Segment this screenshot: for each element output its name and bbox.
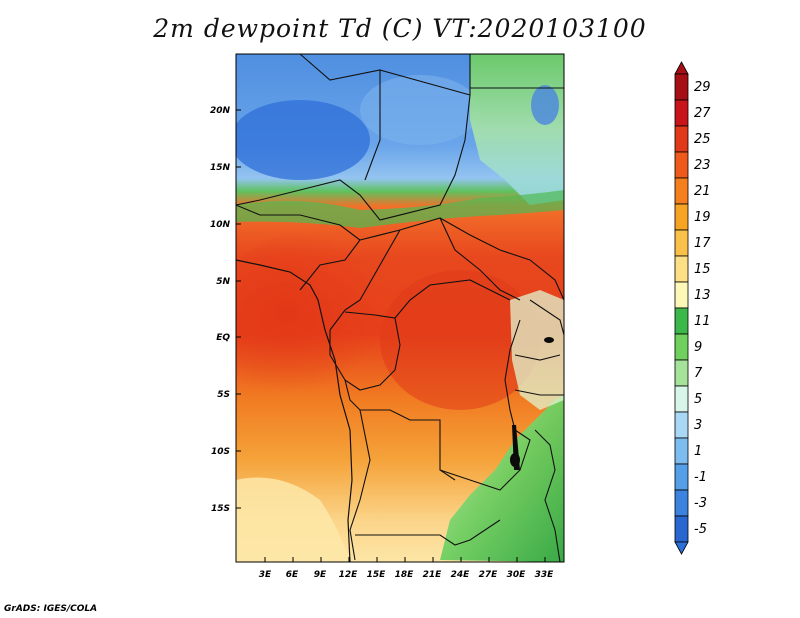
colorbar-label: 9 [694,340,702,355]
lat-label: 5N [216,277,230,287]
colorbar [674,61,689,555]
country-borders [235,53,565,563]
colorbar-label: 13 [694,288,711,303]
colorbar-swatch [674,307,689,335]
colorbar-label: -3 [694,496,707,511]
lat-label: 15S [211,504,230,514]
colorbar-label: 21 [694,184,711,199]
colorbar-label: 23 [694,158,711,173]
colorbar-swatch [674,281,689,309]
colorbar-arrow-top [674,61,689,75]
colorbar-labels: 29 27 25 23 21 19 17 15 13 11 9 7 5 3 1 … [694,80,711,537]
colorbar-swatch [674,463,689,491]
colorbar-label: 25 [694,132,711,147]
coastlines [235,259,353,563]
axis-ticks [236,109,546,562]
lat-label: 15N [210,163,231,173]
lon-label: 9E [314,570,327,580]
lon-label: 15E [367,570,387,580]
lat-label: 5S [217,390,230,400]
longitude-labels: 3E 6E 9E 12E 15E 18E 21E 24E 27E 30E 33E [259,570,554,580]
colorbar-swatch [674,151,689,179]
colorbar-swatch [674,515,689,543]
colorbar-label: 11 [694,314,711,329]
lat-label: 10N [210,220,231,230]
colorbar-label: 7 [694,366,703,381]
lat-label: 20N [210,106,231,116]
colorbar-label: 17 [694,236,711,251]
colorbar-swatch [674,177,689,205]
plot-frame [235,53,565,563]
colorbar-swatch [674,489,689,517]
lat-label: 10S [211,447,230,457]
latitude-labels: 20N 15N 10N 5N EQ 5S 10S 15S [210,106,231,514]
lon-label: 27E [479,570,499,580]
lon-label: 33E [535,570,555,580]
colorbar-swatch [674,203,689,231]
colorbar-label: -1 [694,470,707,485]
colorbar-arrow-bottom [674,541,689,555]
colorbar-swatch [674,359,689,387]
colorbar-swatch [674,125,689,153]
colorbar-swatch [674,229,689,257]
lon-label: 12E [339,570,359,580]
colorbar-label: 29 [694,80,711,95]
lat-label: EQ [216,333,230,343]
colorbar-swatch [674,73,689,101]
colorbar-label: 5 [694,392,702,407]
colorbar-label: 27 [694,106,711,121]
colorbar-swatch [674,333,689,361]
colorbar-label: 3 [694,418,702,433]
colorbar-label: 19 [694,210,711,225]
lon-label: 30E [507,570,527,580]
colorbar-swatch [674,411,689,439]
lon-label: 24E [451,570,471,580]
colorbar-swatch [674,437,689,465]
lon-label: 21E [423,570,443,580]
grads-credit: GrADS: IGES/COLA [4,604,98,614]
lakes [510,337,554,470]
colorbar-swatch [674,99,689,127]
map-title: 2m dewpoint Td (C) VT:2020103100 [153,14,647,43]
colorbar-label: 1 [694,444,702,459]
colorbar-label: -5 [694,522,707,537]
colorbar-swatch [674,255,689,283]
lon-label: 3E [259,570,272,580]
field-shading [236,54,564,562]
lon-label: 6E [286,570,299,580]
colorbar-label: 15 [694,262,711,277]
lon-label: 18E [395,570,415,580]
colorbar-swatch [674,385,689,413]
